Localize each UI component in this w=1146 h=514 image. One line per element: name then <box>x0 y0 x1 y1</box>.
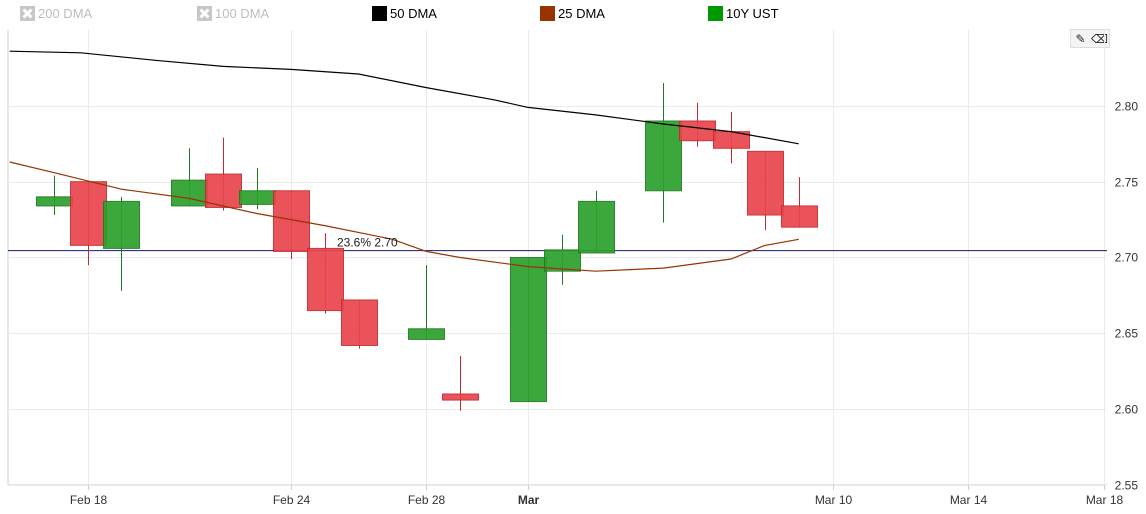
x-tick-label: Feb 28 <box>408 493 446 507</box>
candle-body <box>442 393 479 401</box>
x-tick-label: Mar 14 <box>950 493 988 507</box>
y-tick-label: 2.70 <box>1115 251 1139 265</box>
candle-body <box>747 150 784 216</box>
legend-label: 100 DMA <box>215 6 270 21</box>
x-tick-label: Mar 10 <box>815 493 853 507</box>
legend-item-50-dma[interactable]: 50 DMA <box>372 6 437 21</box>
candle-body <box>645 120 682 192</box>
candle-body <box>341 299 378 346</box>
series-line-50-dma <box>9 50 799 145</box>
x-tick-label: Mar <box>518 493 540 507</box>
legend-label: 10Y UST <box>726 6 779 21</box>
candle-body <box>273 190 310 252</box>
y-tick-label: 2.75 <box>1115 176 1139 190</box>
candle-body <box>70 181 107 246</box>
candle-body <box>510 257 547 403</box>
candle-body <box>544 249 581 272</box>
legend: 200 DMA 100 DMA 50 DMA 25 DMA 10Y UST <box>0 6 1146 26</box>
legend-label: 200 DMA <box>38 6 93 21</box>
eraser-icon[interactable]: ⌫ <box>1091 31 1108 46</box>
series-line-25-dma <box>9 161 799 272</box>
y-tick-label: 2.80 <box>1115 100 1139 114</box>
y-tick-label: 2.65 <box>1115 327 1139 341</box>
pencil-icon[interactable]: ✎ <box>1075 31 1086 46</box>
legend-item-100-dma[interactable]: 100 DMA <box>197 6 269 21</box>
x-tick-label: Feb 24 <box>273 493 311 507</box>
candle-body <box>408 328 445 340</box>
legend-swatch <box>372 6 387 21</box>
y-tick-label: 2.55 <box>1115 479 1139 493</box>
candle-body <box>578 200 615 254</box>
legend-swatch <box>540 6 555 21</box>
candle-body <box>205 173 242 208</box>
legend-swatch <box>708 6 723 21</box>
legend-swatch <box>20 6 35 21</box>
legend-label: 25 DMA <box>558 6 605 21</box>
legend-label: 50 DMA <box>390 6 437 21</box>
legend-swatch <box>197 6 212 21</box>
candle-body <box>239 190 276 205</box>
candle-body <box>679 120 716 142</box>
fibonacci-level-label: 23.6% 2.70 <box>337 236 398 250</box>
legend-item-25-dma[interactable]: 25 DMA <box>540 6 605 21</box>
y-tick-label: 2.60 <box>1115 403 1139 417</box>
chart-toolbar: ✎ ⌫ <box>1070 29 1110 48</box>
candle-body <box>103 200 140 249</box>
x-tick-label: Mar 18 <box>1086 493 1124 507</box>
candle-body <box>781 205 818 228</box>
candle-body <box>307 247 344 312</box>
legend-item-10y-ust[interactable]: 10Y UST <box>708 6 779 21</box>
legend-item-200-dma[interactable]: 200 DMA <box>20 6 92 21</box>
x-tick-label: Feb 18 <box>70 493 108 507</box>
candle-body <box>171 179 208 207</box>
candle-body <box>36 196 73 207</box>
